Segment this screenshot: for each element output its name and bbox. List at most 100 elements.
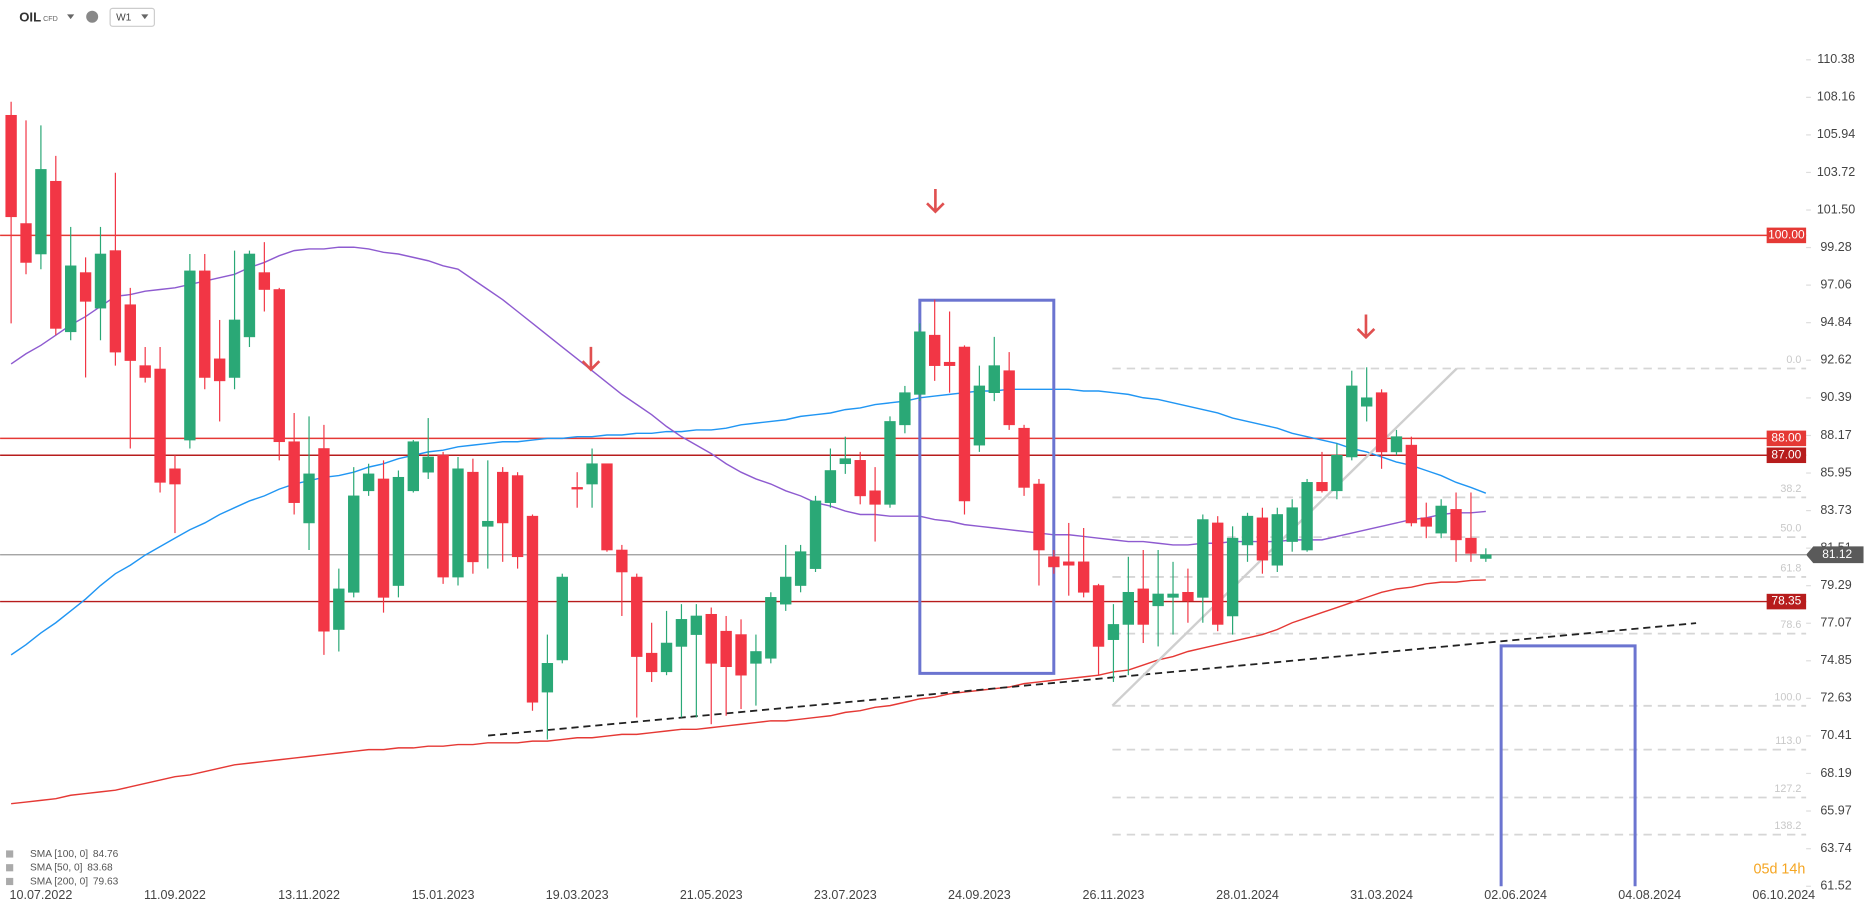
y-tick-label: 90.39 [1820, 390, 1851, 404]
legend: SMA [100, 0] 84.76 SMA [50, 0] 83.68 SMA [20… [6, 849, 119, 887]
y-tick-label: 63.74 [1820, 841, 1851, 855]
fib-label: 78.6 [1780, 619, 1801, 631]
candle-body [1480, 554, 1492, 559]
legend-value: 83.68 [87, 862, 113, 873]
candle-body [228, 319, 241, 378]
projection-box [1499, 644, 1637, 887]
candle-body [1271, 514, 1283, 566]
x-tick-label: 21.05.2023 [680, 888, 743, 902]
trend-line [487, 622, 1697, 737]
y-tick-label: 92.62 [1820, 353, 1851, 367]
candle-body [511, 475, 524, 558]
timeframe-dropdown[interactable] [141, 14, 149, 20]
candle-body [824, 470, 837, 503]
candle-body [914, 331, 926, 395]
candle-body [1450, 509, 1462, 541]
x-tick-label: 04.08.2024 [1618, 888, 1681, 902]
candle-body [958, 346, 971, 502]
last-price-label: 81.12 [1822, 547, 1852, 561]
candle-body [988, 365, 1000, 393]
legend-value: 79.63 [93, 876, 119, 887]
candle-body [169, 468, 181, 485]
candle-body [1346, 385, 1358, 458]
price-level-label: 87.00 [1771, 447, 1801, 461]
candle-body [631, 576, 643, 657]
candle-body [303, 473, 315, 524]
candle-body [1405, 444, 1418, 524]
legend-icon [6, 877, 14, 886]
candle-body [258, 272, 271, 290]
sma-line [11, 579, 1486, 805]
candle-body [720, 630, 732, 668]
x-tick-label: 23.07.2023 [814, 888, 877, 902]
timeframe-select[interactable] [109, 7, 155, 27]
fib-label: 127.2 [1774, 783, 1801, 795]
timeframe: W1 [116, 13, 132, 24]
y-tick-label: 61.52 [1820, 879, 1851, 893]
y-tick-label: 110.38 [1817, 52, 1854, 66]
x-tick-label: 11.09.2022 [144, 888, 206, 902]
legend-icon [6, 850, 14, 858]
candle-body [943, 361, 956, 366]
fib-label: 50.0 [1780, 523, 1801, 535]
y-tick-label: 85.95 [1820, 465, 1851, 479]
candle-body [1360, 397, 1373, 407]
candle-body [422, 456, 434, 473]
annotations [487, 188, 1697, 887]
candle-body [1301, 482, 1313, 551]
down-arrow [1356, 314, 1376, 340]
legend-entry: SMA [100, 0] 84.76 [30, 849, 119, 860]
candle-body [35, 169, 47, 255]
candle-body [1435, 505, 1447, 534]
candle-body [1137, 588, 1149, 625]
candle-body [1390, 436, 1403, 453]
candle-body [348, 495, 360, 593]
y-tick-label: 99.28 [1820, 240, 1851, 254]
last-price-tag [1806, 546, 1864, 564]
candle-body [899, 392, 911, 426]
x-tick-label: 24.09.2023 [948, 888, 1011, 902]
y-tick-label: 77.07 [1820, 616, 1851, 630]
candle-body [1003, 370, 1015, 426]
candle-body [735, 634, 747, 676]
y-tick-label: 74.85 [1820, 653, 1851, 667]
candle-body [794, 551, 807, 586]
candle-body [1420, 517, 1432, 527]
highlight-box [918, 298, 1056, 675]
price-level-tag [1766, 447, 1807, 464]
candle-body [1197, 519, 1209, 598]
fib-label: 38.2 [1780, 483, 1801, 495]
legend-name: SMA [50, 0] [30, 862, 83, 873]
info-icon[interactable] [86, 10, 99, 23]
candle-body [675, 619, 688, 647]
price-level-tag [1766, 227, 1807, 244]
bar-countdown: 05d 14h [1753, 861, 1805, 877]
x-tick-label: 02.06.2024 [1484, 888, 1547, 902]
candle-body [333, 588, 345, 630]
candle-body [1018, 427, 1030, 488]
candle-body [750, 651, 762, 664]
legend-name: SMA [200, 0] [30, 876, 88, 887]
candle-body [437, 454, 449, 578]
candle-body [65, 265, 77, 333]
candle-body [497, 471, 509, 524]
candle-body [1092, 585, 1105, 647]
candle-body [1241, 515, 1254, 546]
candle-body [124, 304, 136, 361]
candle-body [273, 289, 285, 443]
fib-label: 138.2 [1774, 820, 1801, 832]
candle-body [645, 652, 658, 673]
symbol-dropdown[interactable] [67, 14, 75, 20]
candle-body [407, 441, 419, 492]
fib-anchor-line [1111, 367, 1458, 707]
candle-body [288, 441, 300, 503]
x-tick-label: 26.11.2023 [1083, 888, 1145, 902]
candle-body [765, 597, 777, 659]
y-tick-label: 108.16 [1817, 90, 1855, 104]
axis-layer: 110.38 108.16 105.94 103.72 101.50 99.28 97.06… [10, 52, 1864, 902]
y-tick-label: 105.94 [1817, 127, 1855, 141]
candle-body [1077, 561, 1090, 593]
price-level-label: 88.00 [1771, 431, 1801, 445]
